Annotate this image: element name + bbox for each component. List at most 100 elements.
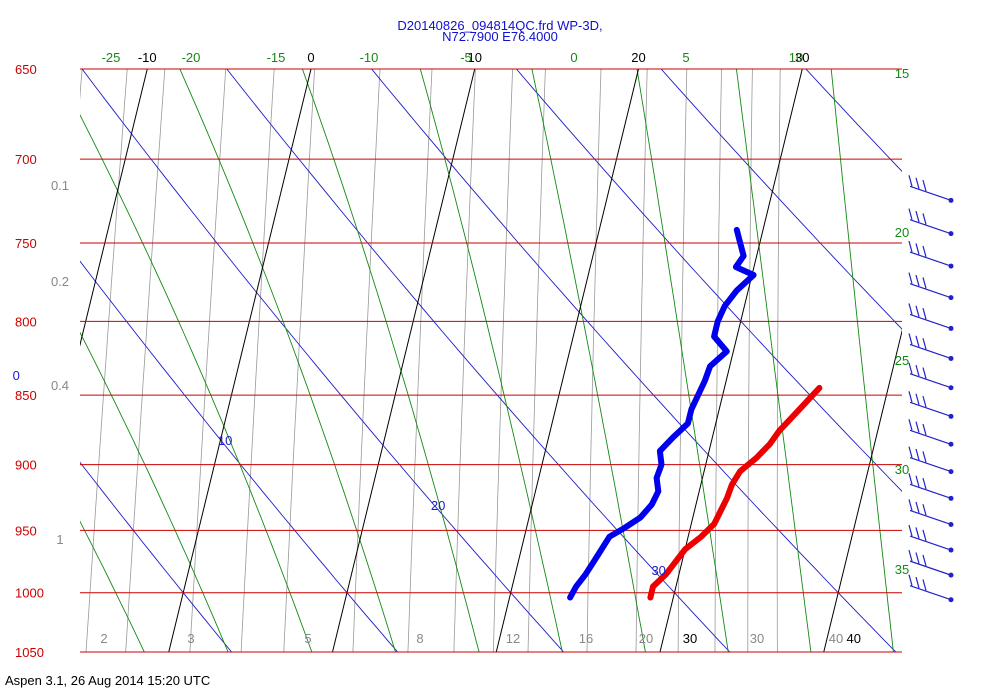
- wind-barb-flag: [922, 423, 927, 436]
- pressure-label: 1050: [15, 645, 44, 660]
- mixing-ratio-label: 30: [750, 631, 764, 646]
- wind-barb: [908, 391, 954, 419]
- wind-barb-staff: [909, 343, 952, 360]
- wind-barb-flag: [908, 272, 913, 284]
- moist-adiabat-line: [419, 69, 563, 652]
- wind-barb-dot: [948, 441, 954, 447]
- mixing-ratio-line: [677, 69, 688, 652]
- wind-barb-flag: [908, 303, 913, 315]
- wind-barb: [908, 473, 954, 501]
- wind-barb-flag: [908, 549, 913, 562]
- mixing-ratio-label: 3: [187, 631, 194, 646]
- mixing-ratio-line: [586, 69, 602, 652]
- wind-barb-staff: [909, 560, 952, 576]
- wind-barb-flag: [915, 393, 920, 405]
- wind-barb: [908, 303, 954, 331]
- wind-barb: [908, 272, 954, 301]
- mixing-ratio-label: 0.2: [51, 274, 69, 289]
- wind-barb-staff: [909, 283, 952, 299]
- dry-adiabat-line: [80, 260, 399, 652]
- mixing-ratio-line: [80, 69, 83, 101]
- wind-barb-flag: [922, 395, 927, 408]
- wind-barb-dot: [948, 547, 954, 553]
- dry-adiabat-line: [0, 0, 93, 686]
- wind-barb-flag: [915, 501, 920, 514]
- wind-barb-flag: [908, 446, 913, 458]
- wind-barb-staff: [909, 373, 952, 389]
- mixing-ratio-line: [407, 69, 433, 652]
- wind-barb-dot: [948, 469, 954, 475]
- pressure-label: 950: [15, 523, 37, 538]
- wind-barb-staff: [909, 585, 952, 601]
- isotherm-line: [495, 69, 640, 652]
- wind-barb-flag: [915, 527, 920, 539]
- mixing-ratio-label: 0.1: [51, 178, 69, 193]
- mixing-ratio-line: [85, 69, 128, 652]
- moist-adiabat-label: 15: [895, 66, 909, 81]
- mixing-ratio-label: 20: [639, 631, 653, 646]
- wind-barb-dot: [948, 597, 954, 603]
- dry-adiabat-line: [859, 0, 1000, 686]
- sounding-profiles: [567, 226, 823, 601]
- moist-adiabat-label: -5: [460, 50, 472, 65]
- wind-barb: [908, 333, 954, 361]
- pressure-label: 700: [15, 152, 37, 167]
- dry-adiabat-label: 10: [218, 433, 232, 448]
- wind-barb: [908, 240, 954, 269]
- wind-barb: [908, 175, 954, 203]
- dewpoint-trace: [567, 226, 757, 601]
- wind-barb-flag: [922, 529, 927, 542]
- wind-barb-dot: [948, 263, 954, 269]
- wind-barb-flag: [908, 524, 913, 537]
- wind-barb-flag: [915, 274, 920, 287]
- wind-barb-flag: [908, 499, 913, 511]
- wind-barb-staff: [909, 251, 952, 267]
- mixing-ratio-label: 8: [416, 631, 423, 646]
- mixing-ratio-line: [776, 69, 781, 652]
- wind-barb-flag: [908, 362, 913, 374]
- wind-barb-flag: [915, 364, 920, 377]
- isotherm-label: 10: [468, 50, 482, 65]
- wind-barbs: [908, 175, 954, 603]
- wind-barb-flag: [915, 421, 920, 433]
- isotherm-line: [979, 0, 1000, 686]
- moist-adiabat-label: 20: [895, 225, 909, 240]
- mixing-ratio-line: [240, 69, 275, 652]
- wind-barb: [908, 362, 954, 391]
- isotherm-label: -10: [138, 50, 157, 65]
- isotherm-line: [0, 0, 7, 686]
- wind-barb-flag: [915, 576, 920, 589]
- dry-adiabat-label: 30: [651, 563, 665, 578]
- dry-adiabat-line: [371, 69, 897, 652]
- mixing-ratio-line: [747, 69, 753, 652]
- wind-barb-flag: [908, 391, 913, 403]
- isotherm-line: [331, 69, 476, 652]
- mixing-ratio-label: 5: [304, 631, 311, 646]
- wind-barb-flag: [922, 504, 927, 516]
- wind-barb: [908, 446, 954, 475]
- wind-barb-staff: [909, 483, 952, 499]
- mixing-ratio-line: [0, 0, 34, 686]
- wind-barb-flag: [922, 245, 927, 258]
- isotherm-label: 40: [847, 631, 861, 646]
- moist-adiabat-line: [830, 69, 894, 652]
- temperature-trace: [647, 384, 823, 601]
- moist-adiabat-label: -15: [267, 50, 286, 65]
- wind-barb: [908, 549, 954, 578]
- mixing-ratio-label: 2: [100, 631, 107, 646]
- wind-barb-flag: [922, 579, 927, 591]
- moist-adiabat-label: -25: [102, 50, 121, 65]
- wind-barb-dot: [948, 521, 954, 527]
- pressure-label: 650: [15, 62, 37, 77]
- wind-barb-flag: [915, 243, 920, 255]
- moist-adiabat-label: 30: [895, 462, 909, 477]
- pressure-label: 1000: [15, 586, 44, 601]
- wind-barb-dot: [948, 295, 954, 301]
- moist-adiabat-line: [0, 0, 79, 686]
- dry-adiabat-line: [226, 69, 731, 652]
- moist-adiabat-line: [80, 331, 229, 652]
- wind-barb-flag: [908, 419, 913, 431]
- wind-barb-staff: [909, 509, 952, 526]
- wind-barb-flag: [908, 175, 913, 187]
- wind-barb-staff: [909, 401, 952, 417]
